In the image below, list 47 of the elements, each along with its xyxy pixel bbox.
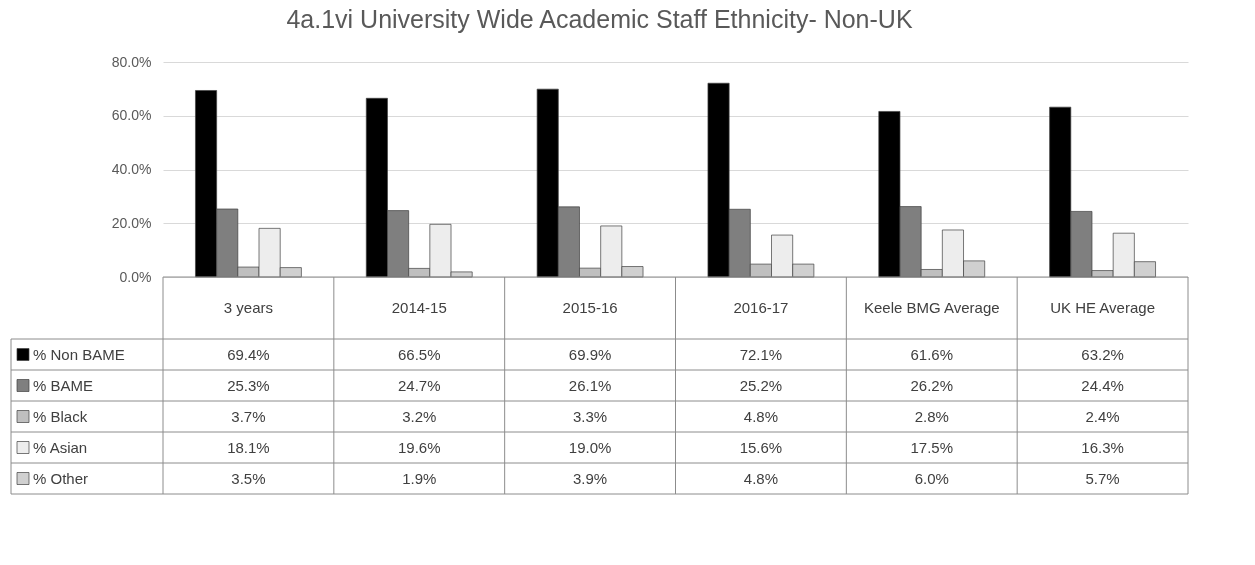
data-label: 15.6% (739, 438, 783, 456)
data-label: 3.3% (572, 407, 608, 425)
data-label: 25.3% (227, 376, 270, 394)
data-label: 3.7% (231, 407, 266, 425)
data-label: 1.9% (402, 469, 437, 487)
data-label: 24.4% (1081, 376, 1124, 394)
data-label: 24.7% (397, 376, 441, 394)
data-label: 25.2% (739, 376, 783, 394)
y-tick-label: 40.0% (111, 161, 152, 177)
x-tick-label: Keele BMG Average (863, 299, 1000, 316)
data-label: 2.4% (1085, 407, 1120, 425)
y-tick-label: 0.0% (119, 268, 152, 285)
data-label: 16.3% (1081, 438, 1124, 456)
legend-label: % Non BAME (33, 345, 125, 363)
x-tick-label: 3 years (223, 299, 274, 316)
legend-label: % Asian (33, 438, 88, 456)
data-label: 4.8% (743, 469, 779, 487)
data-label: 5.7% (1085, 469, 1120, 487)
data-label: 61.6% (910, 345, 954, 363)
data-label: 26.1% (568, 376, 612, 394)
legend-label: % Other (33, 469, 89, 487)
data-label: 4.8% (743, 407, 779, 425)
legend-label: % Black (33, 407, 88, 425)
y-tick-label: 60.0% (111, 107, 152, 124)
y-tick-label: 20.0% (111, 214, 152, 231)
data-label: 3.2% (402, 407, 437, 425)
data-label: 18.1% (227, 438, 270, 456)
data-label: 66.5% (397, 345, 441, 363)
x-tick-label: 2015-16 (562, 299, 618, 316)
data-label: 19.0% (568, 438, 612, 456)
x-tick-label: 2014-15 (391, 299, 447, 316)
data-label: 19.6% (397, 438, 441, 456)
data-label: 26.2% (910, 376, 954, 394)
data-label: 2.8% (914, 407, 949, 425)
legend-label: % BAME (33, 376, 94, 394)
data-label: 69.4% (227, 345, 270, 363)
data-label: 63.2% (1081, 345, 1124, 363)
data-label: 72.1% (739, 345, 783, 363)
x-tick-label: 2016-17 (733, 299, 789, 316)
data-label: 6.0% (914, 469, 949, 487)
data-label: 3.9% (572, 469, 608, 487)
chart-title: 4a.1vi University Wide Academic Staff Ethnicity- Non-UK (286, 5, 913, 33)
data-label: 3.5% (231, 469, 266, 487)
data-label: 69.9% (568, 345, 612, 363)
y-tick-label: 80.0% (111, 53, 152, 70)
x-tick-label: UK HE Average (1050, 299, 1155, 316)
data-label: 17.5% (910, 438, 954, 456)
